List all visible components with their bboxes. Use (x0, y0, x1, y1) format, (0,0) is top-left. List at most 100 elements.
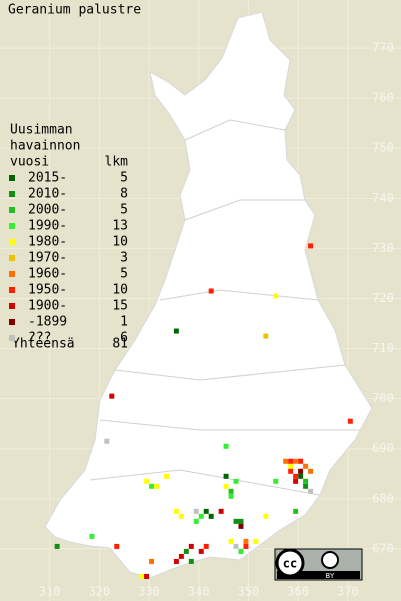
observation-cell (298, 468, 304, 474)
observation-cell (238, 548, 244, 554)
observation-cell (139, 573, 145, 579)
observation-cell (347, 418, 353, 424)
y-tick-label: 750 (372, 141, 394, 155)
observation-cell (293, 508, 299, 514)
observation-cell (288, 458, 294, 464)
observation-cell (308, 243, 314, 249)
legend-label: 2010- (28, 187, 67, 202)
legend-label: 1970- (28, 251, 67, 266)
legend-label: 1950- (28, 283, 67, 298)
legend-count: 10 (112, 235, 128, 250)
observation-cell (114, 543, 120, 549)
observation-cell (54, 543, 60, 549)
observation-cell (263, 333, 269, 339)
observation-cell (203, 508, 209, 514)
observation-cell (198, 548, 204, 554)
x-tick-label: 360 (287, 585, 309, 599)
observation-cell (223, 473, 229, 479)
legend-swatch (9, 319, 15, 325)
observation-cell (243, 538, 249, 544)
x-tick-label: 350 (238, 585, 260, 599)
observation-cell (178, 553, 184, 559)
legend-swatch (9, 175, 15, 181)
observation-cell (163, 473, 169, 479)
legend-swatch (9, 303, 15, 309)
y-tick-label: 720 (372, 291, 394, 305)
legend-swatch (9, 223, 15, 229)
observation-cell (154, 483, 160, 489)
observation-cell (298, 473, 304, 479)
observation-cell (303, 478, 309, 484)
legend: Uusimman havainnon vuosi lkm Yhteensä 81… (9, 123, 128, 352)
observation-cell (149, 558, 155, 564)
legend-heading: vuosi (10, 155, 49, 170)
x-tick-label: 320 (89, 585, 111, 599)
observation-cell (203, 543, 209, 549)
observation-cell (273, 293, 279, 299)
observation-cell (188, 558, 194, 564)
x-tick-label: 310 (39, 585, 61, 599)
title: Geranium palustre (8, 3, 141, 18)
legend-label: ??? (28, 331, 51, 346)
observation-cell (308, 468, 314, 474)
legend-count: 6 (120, 331, 128, 346)
legend-count: 13 (112, 219, 128, 234)
observation-cell (293, 458, 299, 464)
cc-icon (275, 548, 305, 578)
license-badge: cc BY (274, 548, 363, 581)
y-tick-label: 730 (372, 241, 394, 255)
observation-cell (283, 458, 289, 464)
y-tick-label: 700 (372, 391, 394, 405)
legend-count: 10 (112, 283, 128, 298)
legend-count-heading: lkm (105, 155, 129, 170)
observation-cell (298, 458, 304, 464)
legend-swatch (9, 239, 15, 245)
legend-swatch (9, 271, 15, 277)
legend-count: 15 (112, 299, 128, 314)
observation-cell (178, 513, 184, 519)
y-tick-label: 770 (372, 41, 394, 55)
y-tick-label: 710 (372, 341, 394, 355)
observation-cell (273, 478, 279, 484)
observation-cell (193, 518, 199, 524)
observation-cell (293, 473, 299, 479)
observation-cell (303, 483, 309, 489)
legend-swatch (9, 287, 15, 293)
x-tick-label: 330 (138, 585, 160, 599)
observation-cell (303, 463, 309, 469)
observation-cell (183, 548, 189, 554)
observation-cell (218, 508, 224, 514)
legend-count: 8 (120, 187, 128, 202)
observation-cell (188, 543, 194, 549)
by-text: BY (326, 572, 335, 580)
legend-heading: Uusimman (10, 123, 73, 138)
legend-label: 1980- (28, 235, 67, 250)
badge-strip (277, 571, 360, 579)
legend-count: 3 (120, 251, 128, 266)
observation-cell (233, 518, 239, 524)
observation-cell (144, 478, 150, 484)
legend-heading: havainnon (10, 139, 80, 154)
by-icon (321, 551, 339, 569)
observation-cell (228, 538, 234, 544)
observation-cell (208, 513, 214, 519)
legend-swatch (9, 191, 15, 197)
x-tick-label: 370 (337, 585, 359, 599)
observation-cell (253, 538, 259, 544)
observation-cell (173, 328, 179, 334)
legend-label: 1960- (28, 267, 67, 282)
observation-cell (238, 518, 244, 524)
observation-cell (233, 478, 239, 484)
observation-cell (109, 393, 115, 399)
y-tick-label: 760 (372, 91, 394, 105)
observation-cell (243, 543, 249, 549)
observation-cell (263, 513, 269, 519)
y-tick-label: 680 (372, 491, 394, 505)
observation-cell (223, 443, 229, 449)
observation-cell (173, 558, 179, 564)
region-borders (89, 119, 360, 496)
legend-total: 81 (112, 337, 128, 352)
legend-label: 1990- (28, 219, 67, 234)
legend-swatch (9, 335, 15, 341)
